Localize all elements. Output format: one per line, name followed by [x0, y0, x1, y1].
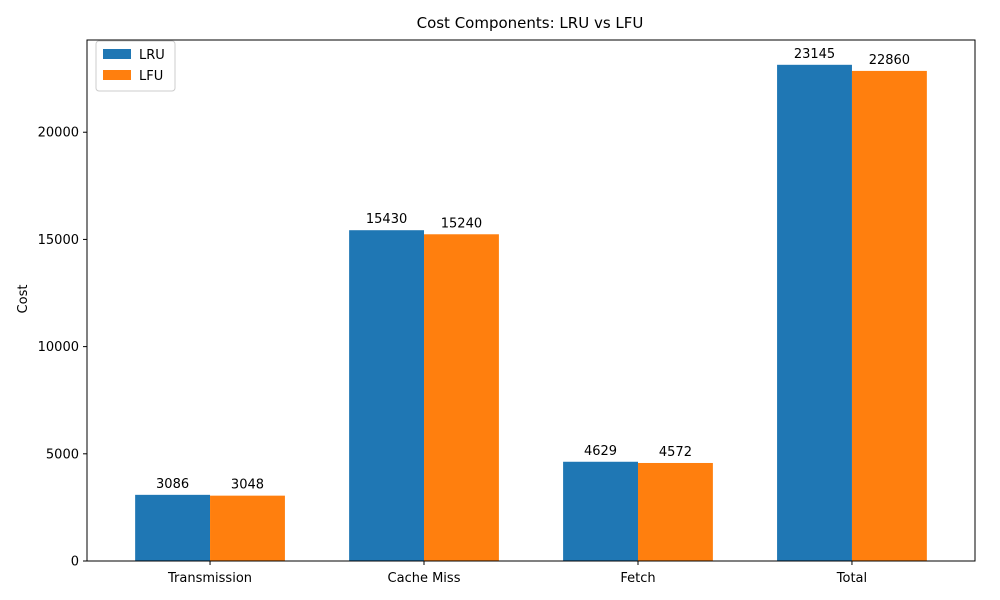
plot-area-frame: [86, 39, 976, 562]
x-tick-label: Fetch: [620, 571, 655, 586]
y-tick-label: 15000: [38, 233, 79, 248]
bars-group: [135, 64, 927, 562]
legend-swatch-lfu: [103, 70, 131, 80]
legend-swatch-lru: [103, 49, 131, 59]
chart-title: Cost Components: LRU vs LFU: [417, 14, 644, 32]
bar-value-label: 4572: [659, 445, 692, 460]
x-tick-label: Total: [836, 571, 867, 586]
bar-lru-fetch: [563, 461, 638, 561]
y-axis-label: Cost: [16, 285, 31, 314]
x-tick-label: Transmission: [167, 571, 252, 586]
bar-labels-group: 3086 15430 4629 23145 3048 15240 4572 22860: [156, 47, 910, 493]
y-tick-label: 20000: [38, 126, 79, 141]
bar-lru-total: [777, 64, 852, 562]
bar-lfu-fetch: [637, 462, 713, 561]
bar-value-label: 3086: [156, 477, 189, 492]
bar-lfu-cache-miss: [424, 234, 499, 561]
bar-lru-transmission: [135, 494, 211, 561]
y-tick-label: 5000: [46, 447, 79, 462]
y-tick-label: 10000: [38, 340, 79, 355]
legend-label-lfu: LFU: [139, 69, 163, 84]
bar-value-label: 22860: [869, 53, 910, 68]
x-tick-label: Cache Miss: [388, 571, 461, 586]
legend-label-lru: LRU: [139, 48, 165, 63]
bar-value-label: 15240: [441, 216, 482, 231]
y-tick-label: 0: [71, 555, 79, 570]
bar-lfu-transmission: [210, 495, 285, 561]
bar-value-label: 23145: [794, 47, 835, 62]
bar-lru-cache-miss: [349, 230, 425, 561]
bar-value-label: 3048: [231, 478, 264, 493]
bar-value-label: 4629: [584, 444, 617, 459]
legend: LRU LFU: [95, 40, 176, 92]
x-axis: Transmission Cache Miss Fetch Total: [167, 561, 867, 586]
bar-value-label: 15430: [366, 212, 407, 227]
bar-lfu-total: [851, 70, 927, 561]
y-axis: 0 5000 10000 15000 20000: [38, 126, 87, 570]
